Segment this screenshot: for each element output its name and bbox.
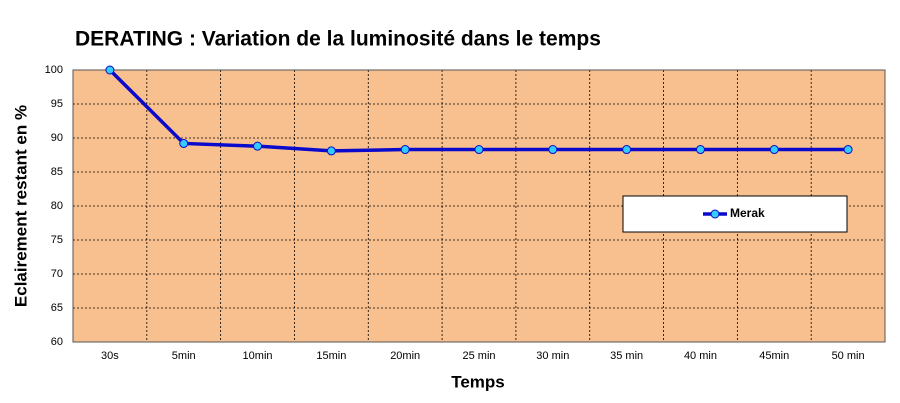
y-tick-label: 85 xyxy=(51,166,63,178)
y-tick-label: 90 xyxy=(51,132,63,144)
data-point xyxy=(179,138,189,148)
y-tick-label: 80 xyxy=(51,200,63,212)
x-tick-label: 20min xyxy=(390,350,420,362)
x-axis-label: Temps xyxy=(451,372,505,391)
data-point xyxy=(326,146,336,156)
data-point xyxy=(843,145,853,155)
data-point xyxy=(695,145,705,155)
x-tick-label: 35 min xyxy=(610,350,643,362)
data-point xyxy=(548,145,558,155)
legend-box xyxy=(622,195,848,233)
data-point xyxy=(474,145,484,155)
x-tick-label: 10min xyxy=(243,350,273,362)
y-axis-label: Eclairement restant en % xyxy=(11,105,30,307)
data-point xyxy=(622,145,632,155)
x-tick-label: 5min xyxy=(172,350,196,362)
y-tick-label: 65 xyxy=(51,302,63,314)
data-point xyxy=(400,145,410,155)
legend-label: Merak xyxy=(730,206,765,220)
legend-marker xyxy=(710,209,720,219)
x-tick-label: 50 min xyxy=(832,350,865,362)
x-tick-label: 40 min xyxy=(684,350,717,362)
x-tick-label: 15min xyxy=(316,350,346,362)
x-tick-label: 45min xyxy=(759,350,789,362)
chart-title: DERATING : Variation de la luminosité da… xyxy=(75,28,601,51)
data-point xyxy=(769,145,779,155)
y-tick-label: 100 xyxy=(45,64,63,76)
y-tick-label: 95 xyxy=(51,98,63,110)
x-tick-label: 30 min xyxy=(536,350,569,362)
y-tick-label: 60 xyxy=(51,336,63,348)
plot-border xyxy=(72,69,886,343)
data-point xyxy=(253,141,263,151)
data-point xyxy=(105,65,115,75)
y-tick-label: 70 xyxy=(51,268,63,280)
x-tick-label: 25 min xyxy=(462,350,495,362)
y-tick-label: 75 xyxy=(51,234,63,246)
x-tick-label: 30s xyxy=(101,350,119,362)
